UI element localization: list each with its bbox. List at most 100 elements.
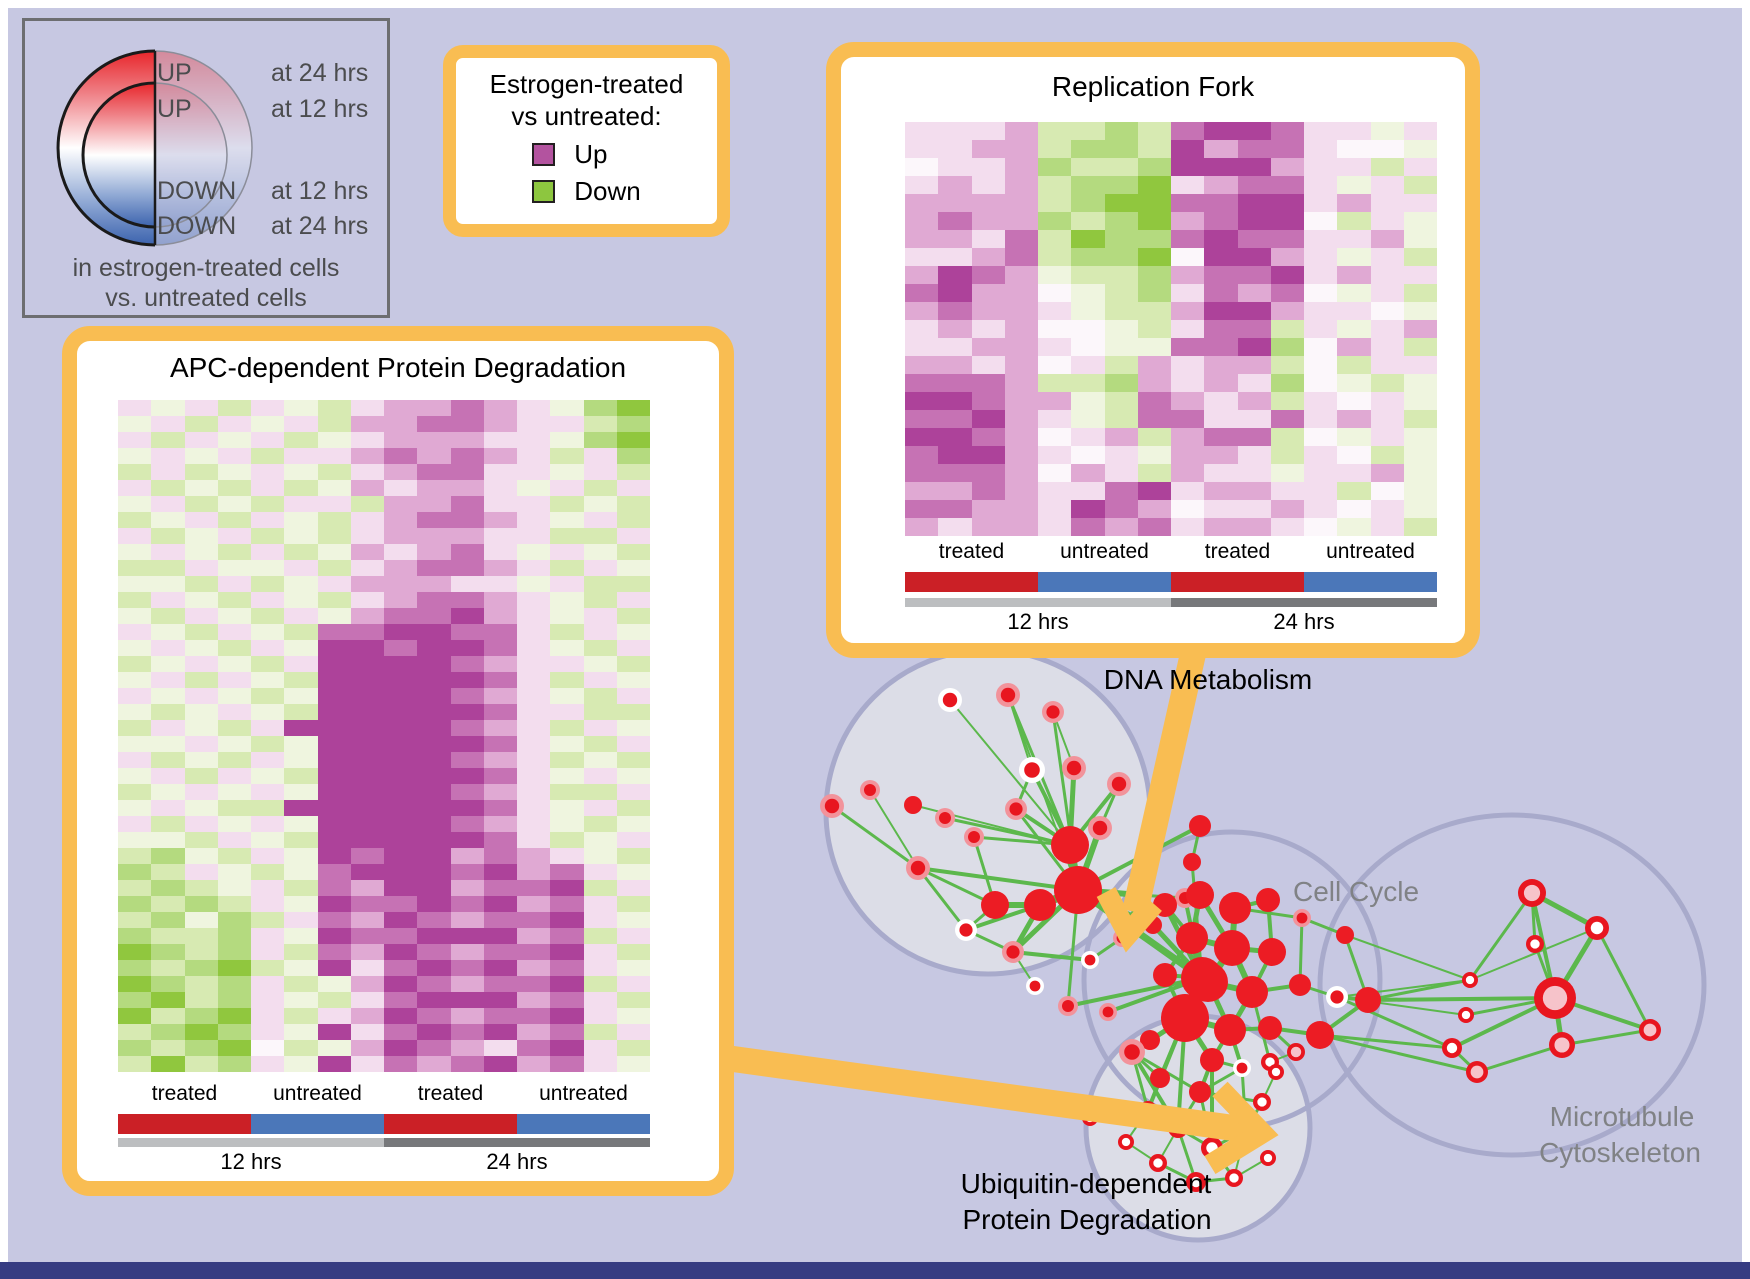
heatmap-cell	[384, 736, 418, 752]
heatmap-cell	[971, 194, 1005, 212]
heatmap-cell	[1270, 482, 1304, 500]
heatmap-cell	[1038, 464, 1072, 482]
heatmap-cell	[251, 880, 285, 896]
heatmap-cell	[450, 448, 484, 464]
heatmap-cell	[1403, 266, 1437, 284]
heatmap-cell	[350, 544, 384, 560]
heatmap-cell	[417, 992, 451, 1008]
heatmap-cell	[583, 528, 617, 544]
heatmap-cell	[184, 736, 218, 752]
heatmap-cell	[384, 768, 418, 784]
heatmap-cell	[1204, 266, 1238, 284]
heatmap-cell	[483, 960, 517, 976]
heatmap-cell	[1004, 374, 1038, 392]
heatmap-cell	[450, 912, 484, 928]
heatmap-cell	[583, 880, 617, 896]
network-edge	[1468, 891, 1534, 982]
heatmap-cell	[1038, 140, 1072, 158]
heatmap-cell	[1104, 500, 1138, 518]
heatmap-cell	[217, 864, 251, 880]
heatmap-cell	[1337, 194, 1371, 212]
heatmap-cell	[284, 592, 318, 608]
heatmap-cell	[1004, 338, 1038, 356]
heatmap-cell	[1004, 212, 1038, 230]
heatmap-cell	[971, 338, 1005, 356]
heatmap-cell	[483, 800, 517, 816]
heatmap-cell	[517, 608, 551, 624]
heatmap-cell	[350, 816, 384, 832]
heatmap-cell	[905, 482, 939, 500]
heatmap-cell	[184, 1040, 218, 1056]
heatmap-cell	[905, 446, 939, 464]
heatmap-cell	[583, 1040, 617, 1056]
heatmap-cell	[550, 848, 584, 864]
heatmap-cell	[583, 976, 617, 992]
heatmap-cell	[450, 752, 484, 768]
heatmap-cell	[217, 640, 251, 656]
heatmap-cell	[450, 992, 484, 1008]
network-node-core	[1257, 1097, 1267, 1107]
heatmap-cell	[583, 576, 617, 592]
heatmap-cell	[251, 784, 285, 800]
heatmap-cell	[317, 544, 351, 560]
heatmap-cell	[905, 230, 939, 248]
heatmap-cell	[118, 736, 152, 752]
heatmap-cell	[1237, 464, 1271, 482]
heatmap-cell	[1171, 356, 1205, 374]
heatmap-cell	[450, 880, 484, 896]
heatmap-cell	[616, 640, 650, 656]
heatmap-cell	[417, 896, 451, 912]
heatmap-cell	[616, 496, 650, 512]
heatmap-cell	[1038, 392, 1072, 410]
heatmap-cell	[1204, 284, 1238, 302]
heatmap-cell	[284, 496, 318, 512]
heatmap-cell	[1137, 428, 1171, 446]
heatmap-cell	[1038, 356, 1072, 374]
color-key-panel: Estrogen-treated vs untreated: Up Down	[443, 45, 730, 237]
heatmap-cell	[971, 356, 1005, 374]
heatmap-cell	[384, 912, 418, 928]
heatmap-cell	[217, 624, 251, 640]
heatmap-cell	[938, 392, 972, 410]
heatmap-cell	[417, 880, 451, 896]
heatmap-cell	[1104, 464, 1138, 482]
heatmap-cell	[1403, 392, 1437, 410]
heatmap-cell	[417, 832, 451, 848]
heatmap-cell	[384, 608, 418, 624]
heatmap-cell	[1038, 446, 1072, 464]
heatmap-cell	[217, 544, 251, 560]
network-node	[1258, 1016, 1282, 1040]
heatmap-cell	[1370, 446, 1404, 464]
heatmap-cell	[217, 848, 251, 864]
heatmap-cell	[905, 464, 939, 482]
apc-time-bars	[118, 1138, 650, 1147]
heatmap-cell	[450, 688, 484, 704]
heatmap-cell	[1370, 482, 1404, 500]
heatmap-cell	[317, 816, 351, 832]
heatmap-cell	[1337, 428, 1371, 446]
network-node	[1150, 1068, 1170, 1088]
heatmap-cell	[284, 704, 318, 720]
heatmap-cell	[1137, 392, 1171, 410]
heatmap-cell	[938, 500, 972, 518]
heatmap-cell	[971, 410, 1005, 428]
heatmap-cell	[1403, 356, 1437, 374]
heatmap-cell	[1004, 230, 1038, 248]
heatmap-cell	[350, 992, 384, 1008]
heatmap-cell	[417, 576, 451, 592]
heatmap-cell	[1304, 320, 1338, 338]
heatmap-cell	[1171, 446, 1205, 464]
heatmap-cell	[1171, 176, 1205, 194]
heatmap-cell	[1137, 320, 1171, 338]
heatmap-cell	[217, 512, 251, 528]
heatmap-cell	[417, 608, 451, 624]
heatmap-cell	[450, 976, 484, 992]
network-node-core	[1554, 1037, 1570, 1053]
network-node-core	[1153, 1158, 1163, 1168]
heatmap-cell	[1104, 176, 1138, 194]
heatmap-cell	[350, 880, 384, 896]
heatmap-cell	[284, 400, 318, 416]
heatmap-cell	[483, 608, 517, 624]
network-edge	[1011, 950, 1092, 962]
heatmap-cell	[1004, 140, 1038, 158]
